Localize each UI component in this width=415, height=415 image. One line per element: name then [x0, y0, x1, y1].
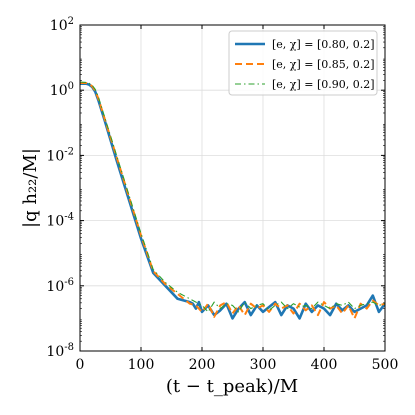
- y-tick-exponent: -4: [64, 212, 74, 223]
- y-tick-label: 10-6: [46, 277, 74, 295]
- legend-label-1: [e, χ] = [0.80, 0.2]: [272, 38, 375, 51]
- series-line-3: [80, 81, 385, 313]
- series-layer: [80, 81, 385, 320]
- y-tick-base: 10: [50, 83, 68, 99]
- y-tick-base: 10: [46, 344, 64, 360]
- series-line-2: [80, 82, 385, 320]
- y-tick-base: 10: [46, 279, 64, 295]
- y-tick-label: 100: [50, 81, 74, 99]
- y-tick-base: 10: [46, 148, 64, 164]
- plot-frame: [79, 24, 386, 352]
- y-tick-exponent: 2: [68, 16, 74, 27]
- y-tick-label: 102: [50, 16, 74, 34]
- legend-box: [228, 30, 378, 96]
- y-tick-exponent: -8: [64, 342, 74, 353]
- x-tick-label: 500: [372, 357, 399, 373]
- ticks: [79, 24, 386, 352]
- y-tick-exponent: -2: [64, 146, 74, 157]
- x-tick-label: 300: [250, 357, 277, 373]
- y-tick-exponent: 0: [68, 81, 74, 92]
- y-tick-exponent: -6: [64, 277, 74, 288]
- legend-label-3: [e, χ] = [0.90, 0.2]: [272, 78, 375, 91]
- y-axis-title: |q h₂₂/M|: [20, 148, 41, 228]
- x-tick-label: 400: [311, 357, 338, 373]
- x-tick-label: 100: [128, 357, 155, 373]
- y-tick-label: 10-2: [46, 146, 74, 164]
- x-axis-title: (t − t_peak)/M: [166, 376, 298, 397]
- legend-label-2: [e, χ] = [0.85, 0.2]: [272, 58, 375, 71]
- y-tick-base: 10: [46, 214, 64, 230]
- x-tick-label: 200: [189, 357, 216, 373]
- legend: [e, χ] = [0.80, 0.2] [e, χ] = [0.85, 0.2]…: [228, 30, 378, 96]
- y-tick-base: 10: [50, 18, 68, 34]
- y-tick-label: 10-8: [46, 342, 74, 360]
- x-tick-label: 0: [76, 357, 85, 373]
- y-tick-label: 10-4: [46, 212, 74, 230]
